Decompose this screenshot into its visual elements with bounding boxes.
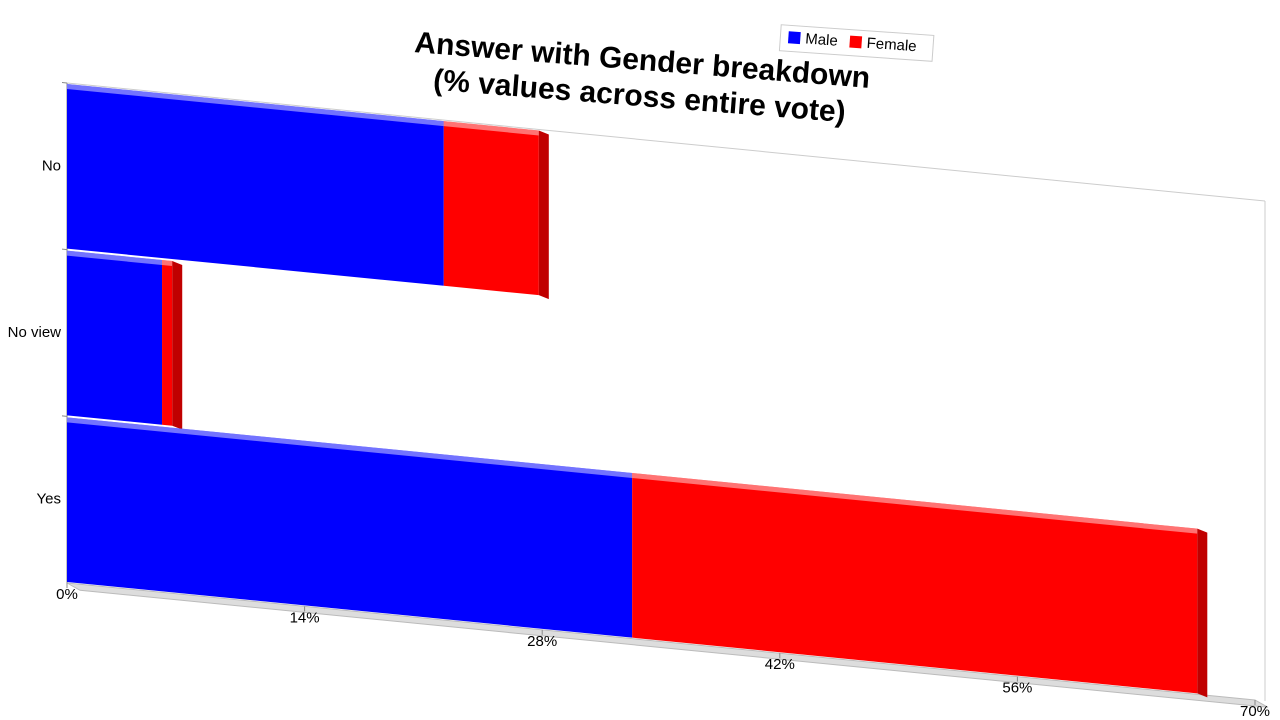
bar-side	[1197, 528, 1208, 698]
legend-swatch	[787, 31, 801, 45]
bar-top	[632, 472, 1198, 534]
y-tick-label: No	[42, 157, 61, 174]
x-tick-label: 70%	[1240, 703, 1270, 720]
bar-top	[443, 121, 539, 136]
legend: Male Female	[778, 24, 935, 62]
x-tick-label: 28%	[527, 633, 557, 650]
x-tick-label: 14%	[290, 609, 320, 626]
bar-side	[172, 261, 183, 430]
x-tick-label: 0%	[56, 586, 78, 603]
floor	[66, 582, 1269, 708]
bar-top	[162, 260, 173, 267]
back-wall-top	[67, 82, 1265, 202]
bar	[632, 472, 1198, 694]
bar	[443, 121, 539, 296]
legend-swatch	[849, 35, 863, 49]
bar	[162, 260, 173, 426]
bar	[67, 417, 633, 638]
y-tick-label: No view	[8, 324, 62, 341]
y-tick-label: Yes	[37, 491, 61, 508]
x-tick-label: 42%	[765, 656, 795, 673]
legend-label: Male	[805, 30, 839, 49]
bar-top	[67, 250, 163, 266]
bar-top	[67, 83, 444, 127]
bar-top	[67, 417, 633, 478]
bar-side	[538, 130, 549, 300]
x-tick-label: 56%	[1002, 680, 1032, 697]
plot-area	[62, 82, 1269, 708]
bar	[67, 250, 163, 425]
legend-label: Female	[866, 35, 917, 55]
bar	[67, 83, 444, 286]
